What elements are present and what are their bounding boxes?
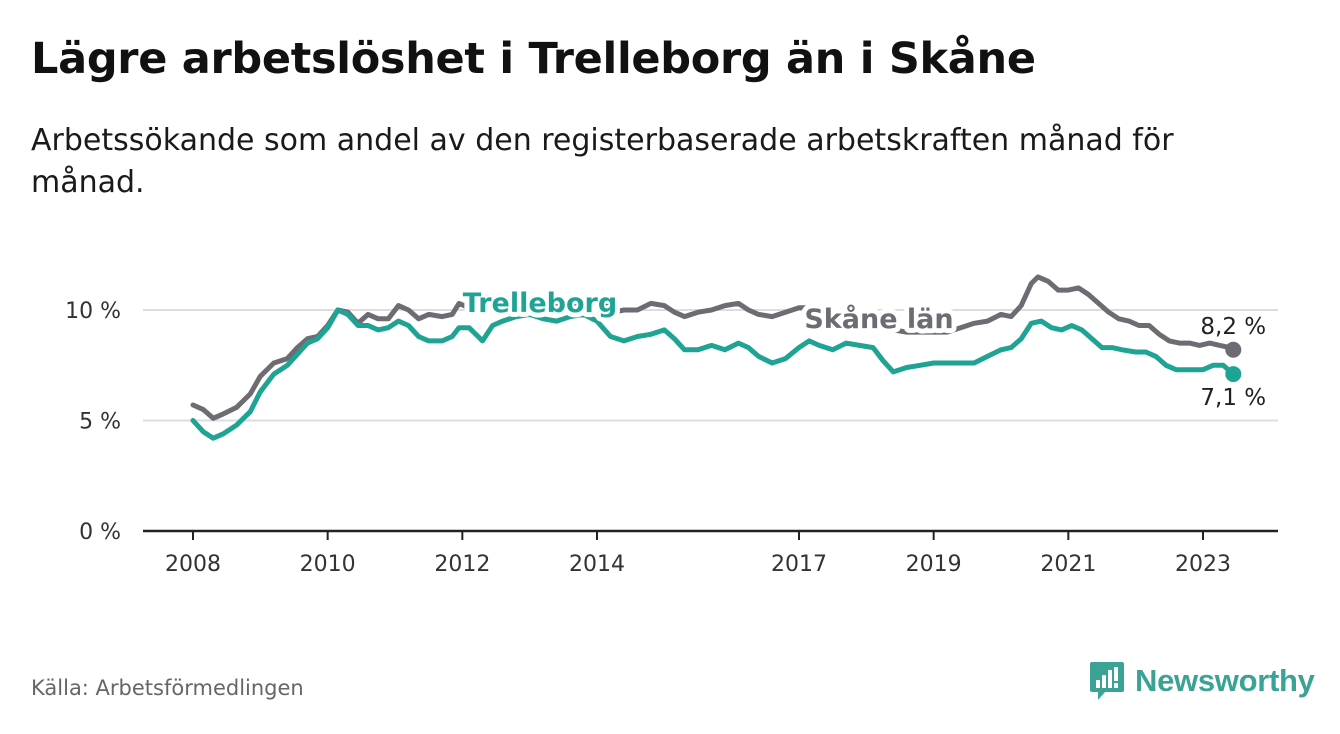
skane-series-line: [190, 274, 1236, 421]
x-tick-label: 2010: [300, 552, 356, 577]
skane-series-label: Skåne län: [804, 303, 953, 335]
source-note: Källa: Arbetsförmedlingen: [31, 676, 304, 700]
x-tick-label: 2008: [165, 552, 221, 577]
skane-end-label: 8,2 %: [1200, 314, 1266, 340]
skane-series-label-halo: Skåne län: [804, 303, 953, 335]
y-tick-label: 5 %: [79, 410, 121, 435]
chart-title: Lägre arbetslöshet i Trelleborg än i Skå…: [31, 34, 1036, 84]
trelleborg-series-label: Trelleborg: [463, 288, 617, 319]
y-tick-label: 0 %: [79, 520, 121, 545]
y-tick-labels: 0 % 5 % 10 %: [65, 299, 121, 545]
x-tick-label: 2012: [434, 552, 490, 577]
trelleborg-series-line: [190, 307, 1236, 441]
x-tick-labels: 2008 2010 2012 2014 2017 2019 2021 2023: [165, 531, 1231, 577]
x-tick-label: 2017: [771, 552, 827, 577]
brand-name: Newsworthy: [1135, 663, 1315, 698]
x-tick-label: 2021: [1040, 552, 1096, 577]
trelleborg-series-label-halo: Trelleborg: [463, 288, 617, 319]
trelleborg-end-point: [1225, 366, 1242, 383]
series-lines: [190, 274, 1242, 441]
brand-logo[interactable]: Newsworthy: [1089, 660, 1315, 702]
x-tick-label: 2019: [906, 552, 962, 577]
x-tick-label: 2023: [1175, 552, 1231, 577]
trelleborg-end-label: 7,1 %: [1200, 385, 1266, 411]
y-tick-label: 10 %: [65, 299, 121, 324]
skane-end-point: [1225, 341, 1242, 358]
chart-subtitle: Arbetssökande som andel av den registerb…: [31, 123, 1174, 200]
x-tick-label: 2014: [569, 552, 625, 577]
newsworthy-logo-icon: [1090, 662, 1124, 700]
